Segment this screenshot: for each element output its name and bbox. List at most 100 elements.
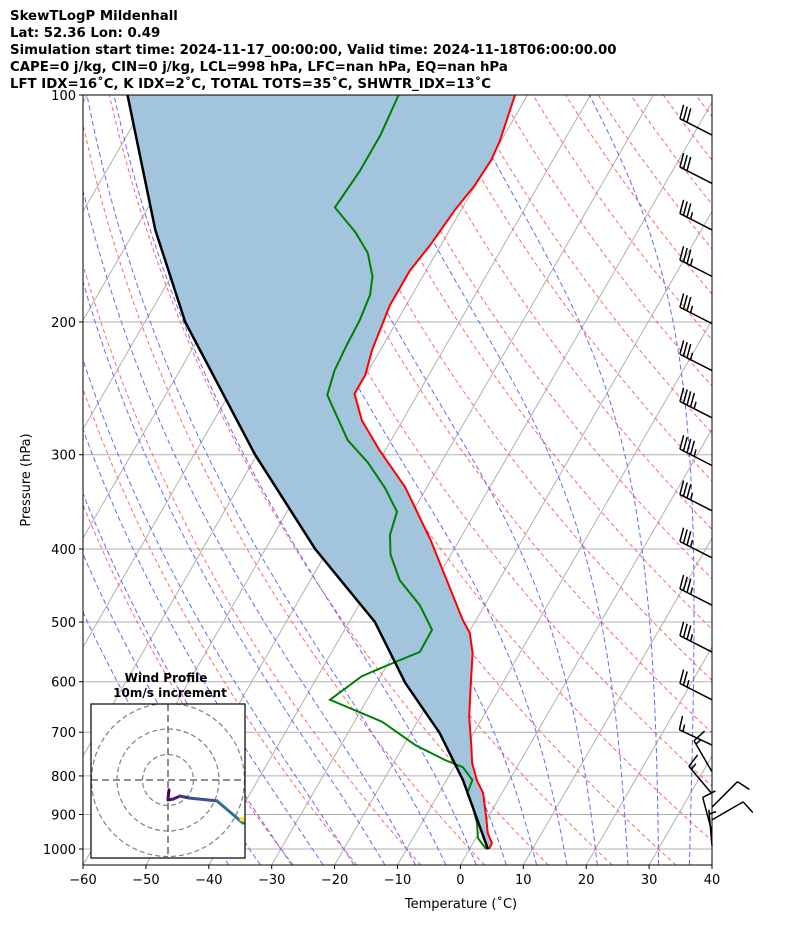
wind-barb-full [679,293,685,308]
y-tick-label: 800 [51,770,76,785]
wind-barb-full [686,531,692,546]
dry-adiabat-line [239,95,712,787]
wind-barb [679,669,713,701]
dry-adiabat-line [402,95,712,531]
wind-barb-full [742,801,754,814]
wind-barb [679,199,713,231]
wind-barb-half [689,211,694,220]
hodograph-segment [178,794,192,800]
hodograph-surface-point [239,816,245,822]
moist-adiabat-line [286,95,598,865]
dry-adiabat-line [108,95,549,865]
wind-barb-full [686,343,692,359]
x-tick-label: 0 [456,873,464,888]
hodograph-segment [215,799,245,825]
isotherm-line [711,864,712,865]
wind-barb-shaft [711,781,738,808]
hodograph-subtitle: 10m/s increment [113,686,227,700]
dry-adiabat-line [83,503,294,865]
wind-barb-half [689,352,694,360]
wind-barb-full [682,389,688,404]
moist-adiabat-line [752,95,794,865]
wind-barb-full [688,754,699,767]
y-tick-label: 700 [51,726,76,741]
title-line-cape: CAPE=0 j/kg, CIN=0 j/kg, LCL=998 hPa, LF… [10,60,508,75]
wind-barb [679,246,713,278]
wind-barb-full [686,108,692,123]
isotherm-line [334,210,712,865]
dry-adiabat-line [304,95,712,682]
wind-barb-shaft [679,588,713,606]
wind-barb-shaft [679,448,713,467]
wind-barb-half [689,492,694,501]
wind-barb-shaft [679,540,713,559]
wind-barb-shaft [679,493,713,512]
wind-barb-half [708,811,717,815]
wind-barb-full [679,199,685,214]
wind-barb-full [686,203,692,218]
title-line-station: SkewTLogP Mildenhall [10,9,178,24]
wind-barb-full [679,574,685,590]
wind-barb-half [689,587,694,595]
dry-adiabat-line [728,95,794,865]
wind-barb-full [679,340,685,355]
moist-adiabat-line [459,95,660,865]
wind-barb-full [737,781,750,791]
wind-barb-half [686,679,690,688]
moist-adiabat-line [83,188,416,865]
wind-barb [693,730,713,773]
wind-barb-shaft [679,635,713,653]
wind-barb-full [682,529,688,544]
wind-barb-full [686,296,692,312]
x-tick-label: −30 [258,873,285,888]
wind-barb-full [682,623,688,638]
wind-barb-shaft [679,166,713,185]
moist-adiabat-line [360,95,629,865]
wind-barb-full [678,715,684,731]
x-tick-label: 10 [515,873,532,888]
y-tick-label: 100 [51,89,76,104]
wind-barb-shaft [711,801,744,821]
x-tick-label: −60 [69,873,96,888]
wind-barb-shaft [679,353,713,372]
wind-barb-full [679,387,685,402]
y-tick-label: 900 [51,808,76,823]
wind-barb [679,574,713,606]
wind-barb-shaft [688,765,713,795]
wind-barb-half [693,449,697,457]
dry-adiabat-line [271,95,712,734]
wind-barb-full [686,391,692,406]
dry-adiabat-line [206,95,712,842]
hodograph-frame [90,703,246,859]
wind-barb-shaft [708,809,713,846]
wind-barb-full [682,436,688,452]
title-line-latlon: Lat: 52.36 Lon: 0.49 [10,26,161,41]
hodograph-title: Wind Profile [125,671,208,685]
wind-barb [679,340,713,372]
wind-barb-full [682,201,688,216]
x-tick-label: 40 [704,873,721,888]
wind-barb-full [686,625,692,640]
wind-barb-full [682,295,688,310]
wind-barb-full [682,576,688,591]
dry-adiabat-line [597,95,712,250]
dry-adiabat-line [369,95,712,580]
wind-barb-full [682,154,688,170]
wind-barb-half [690,763,697,770]
y-tick-label: 1000 [43,843,76,858]
wind-barb-full [693,730,706,742]
x-tick-label: −20 [321,873,348,888]
title-line-indices: LFT IDX=16˚C, K IDX=2˚C, TOTAL TOTS=35˚C… [10,77,492,92]
wind-barb-shaft [679,306,713,325]
wind-barb [679,435,713,467]
x-tick-label: −40 [195,873,222,888]
wind-barb [679,480,713,512]
wind-barb-full [679,527,685,542]
isotherm-line [585,646,712,865]
y-tick-label: 400 [51,543,76,558]
isotherm-line [271,101,712,865]
wind-barb-half [689,258,694,266]
wind-barb-full [682,106,688,121]
hodograph-segment [188,796,219,803]
